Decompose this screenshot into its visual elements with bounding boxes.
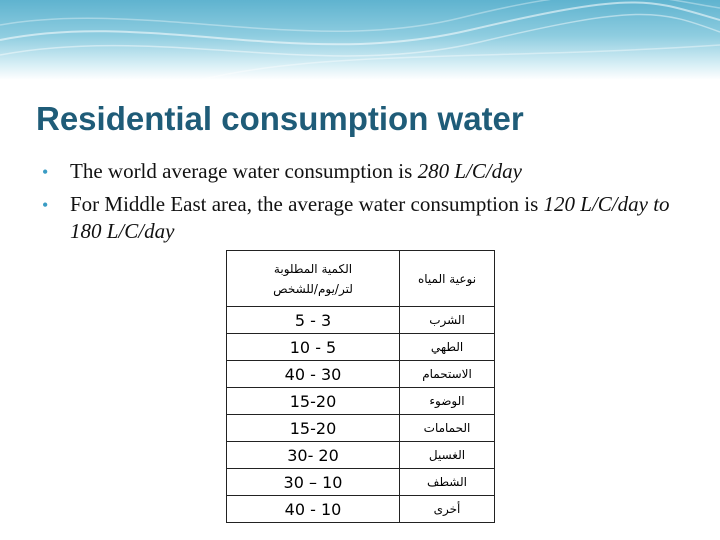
banner-swirl-decoration [0,0,720,80]
table-row: 40 - 30 الاستحمام [226,360,495,388]
cell-water-type: الغسيل [399,441,495,469]
cell-amount: 40 - 10 [226,495,400,523]
bullet-text: The world average water consumption is [70,159,418,183]
bullet-dot-icon: • [42,195,49,215]
bullet-list: • The world average water consumption is… [36,158,686,251]
cell-amount: 5 - 3 [226,306,400,334]
cell-water-type: الشطف [399,468,495,496]
cell-amount: 40 - 30 [226,360,400,388]
cell-amount: 15-20 [226,414,400,442]
header-amount: الكمية المطلوبة لتر/يوم/للشخص [226,250,400,307]
table-row: 30- 20 الغسيل [226,441,495,469]
header-banner [0,0,720,80]
header-amount-line2: لتر/يوم/للشخص [273,281,353,296]
table-row: 5 - 3 الشرب [226,306,495,334]
bullet-value: 120 L/C/day to 180 L/C/day [70,192,670,243]
bullet-item: • For Middle East area, the average wate… [36,191,686,245]
cell-water-type: الطهي [399,333,495,361]
slide-title: Residential consumption water [36,100,524,137]
table-row: 15-20 الوضوء [226,387,495,415]
table-row: 10 - 5 الطهي [226,333,495,361]
cell-water-type: الحمامات [399,414,495,442]
cell-water-type: الشرب [399,306,495,334]
cell-amount: 30- 20 [226,441,400,469]
table-header-row: الكمية المطلوبة لتر/يوم/للشخص نوعية المي… [226,250,495,307]
bullet-item: • The world average water consumption is… [36,158,686,185]
table-row: 30 – 10 الشطف [226,468,495,496]
cell-water-type: أخرى [399,495,495,523]
table-row: 40 - 10 أخرى [226,495,495,523]
cell-amount: 10 - 5 [226,333,400,361]
bullet-value: 280 L/C/day [417,159,522,183]
bullet-text: For Middle East area, the average water … [70,192,544,216]
header-water-type: نوعية المياه [399,250,495,307]
cell-amount: 15-20 [226,387,400,415]
header-amount-line1: الكمية المطلوبة [273,261,353,276]
cell-water-type: الاستحمام [399,360,495,388]
water-consumption-table: الكمية المطلوبة لتر/يوم/للشخص نوعية المي… [226,250,495,523]
bullet-dot-icon: • [42,162,49,182]
table-row: 15-20 الحمامات [226,414,495,442]
cell-water-type: الوضوء [399,387,495,415]
cell-amount: 30 – 10 [226,468,400,496]
consumption-table: الكمية المطلوبة لتر/يوم/للشخص نوعية المي… [226,250,495,523]
